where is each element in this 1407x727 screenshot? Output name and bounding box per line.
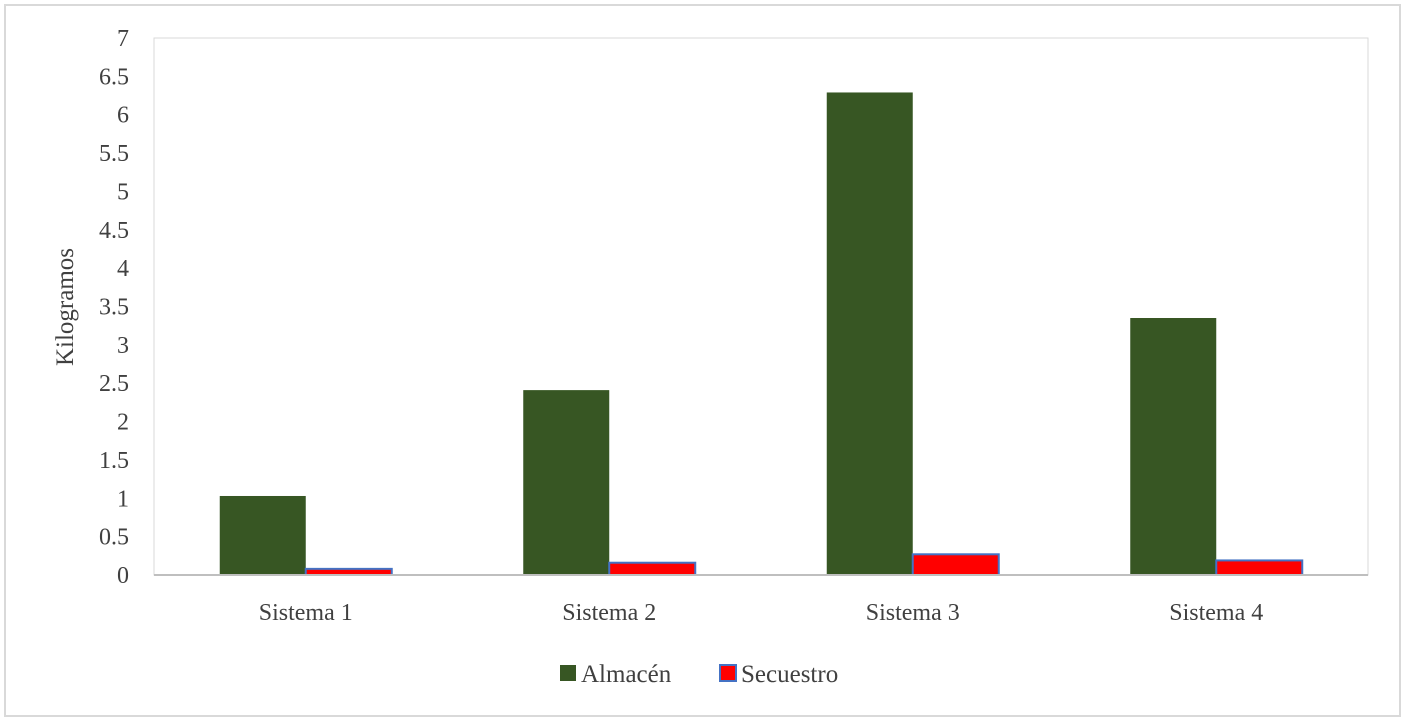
y-axis-ticks: 0 0.5 1 1.5 2 2.5 3 3.5 4 4.5 5 5.5 6 6.5 7 — [99, 26, 129, 589]
y-tick-label: 3 — [117, 333, 129, 359]
y-tick-label: 0.5 — [99, 525, 129, 551]
y-tick-label: 2.5 — [99, 371, 129, 397]
y-tick-label: 6.5 — [99, 64, 129, 90]
bar-secuestro — [608, 561, 697, 576]
x-tick-label: Sistema 2 — [562, 600, 656, 626]
y-tick-label: 3.5 — [99, 295, 129, 321]
bar-almacen — [826, 92, 913, 576]
y-tick-label: 1 — [117, 486, 129, 512]
legend-label: Almacén — [581, 661, 672, 688]
bar-almacen — [523, 390, 610, 575]
y-tick-label: 2 — [117, 410, 129, 436]
y-tick-label: 0 — [117, 563, 129, 589]
y-tick-label: 1.5 — [99, 448, 129, 474]
x-tick-label: Sistema 1 — [259, 600, 353, 626]
bars — [219, 92, 1304, 577]
y-tick-label: 4.5 — [99, 218, 129, 244]
y-tick-label: 5 — [117, 179, 129, 205]
bar-secuestro — [1215, 559, 1304, 576]
y-tick-label: 6 — [117, 103, 129, 129]
bar-almacen — [1130, 318, 1217, 575]
y-tick-label: 5.5 — [99, 141, 129, 167]
x-tick-label: Sistema 3 — [866, 600, 960, 626]
y-tick-label: 7 — [117, 26, 129, 52]
bar-secuestro — [911, 553, 1000, 577]
legend-swatch — [560, 665, 576, 681]
legend-swatch — [719, 664, 737, 682]
x-tick-label: Sistema 4 — [1169, 600, 1263, 626]
legend: Almacén Secuestro — [560, 661, 838, 688]
legend-label: Secuestro — [741, 661, 838, 688]
x-axis-ticks: Sistema 1 Sistema 2 Sistema 3 Sistema 4 — [259, 600, 1264, 626]
bar-almacen — [219, 495, 306, 575]
y-tick-label: 4 — [117, 256, 129, 282]
y-axis-title: Kilogramos — [52, 248, 79, 366]
